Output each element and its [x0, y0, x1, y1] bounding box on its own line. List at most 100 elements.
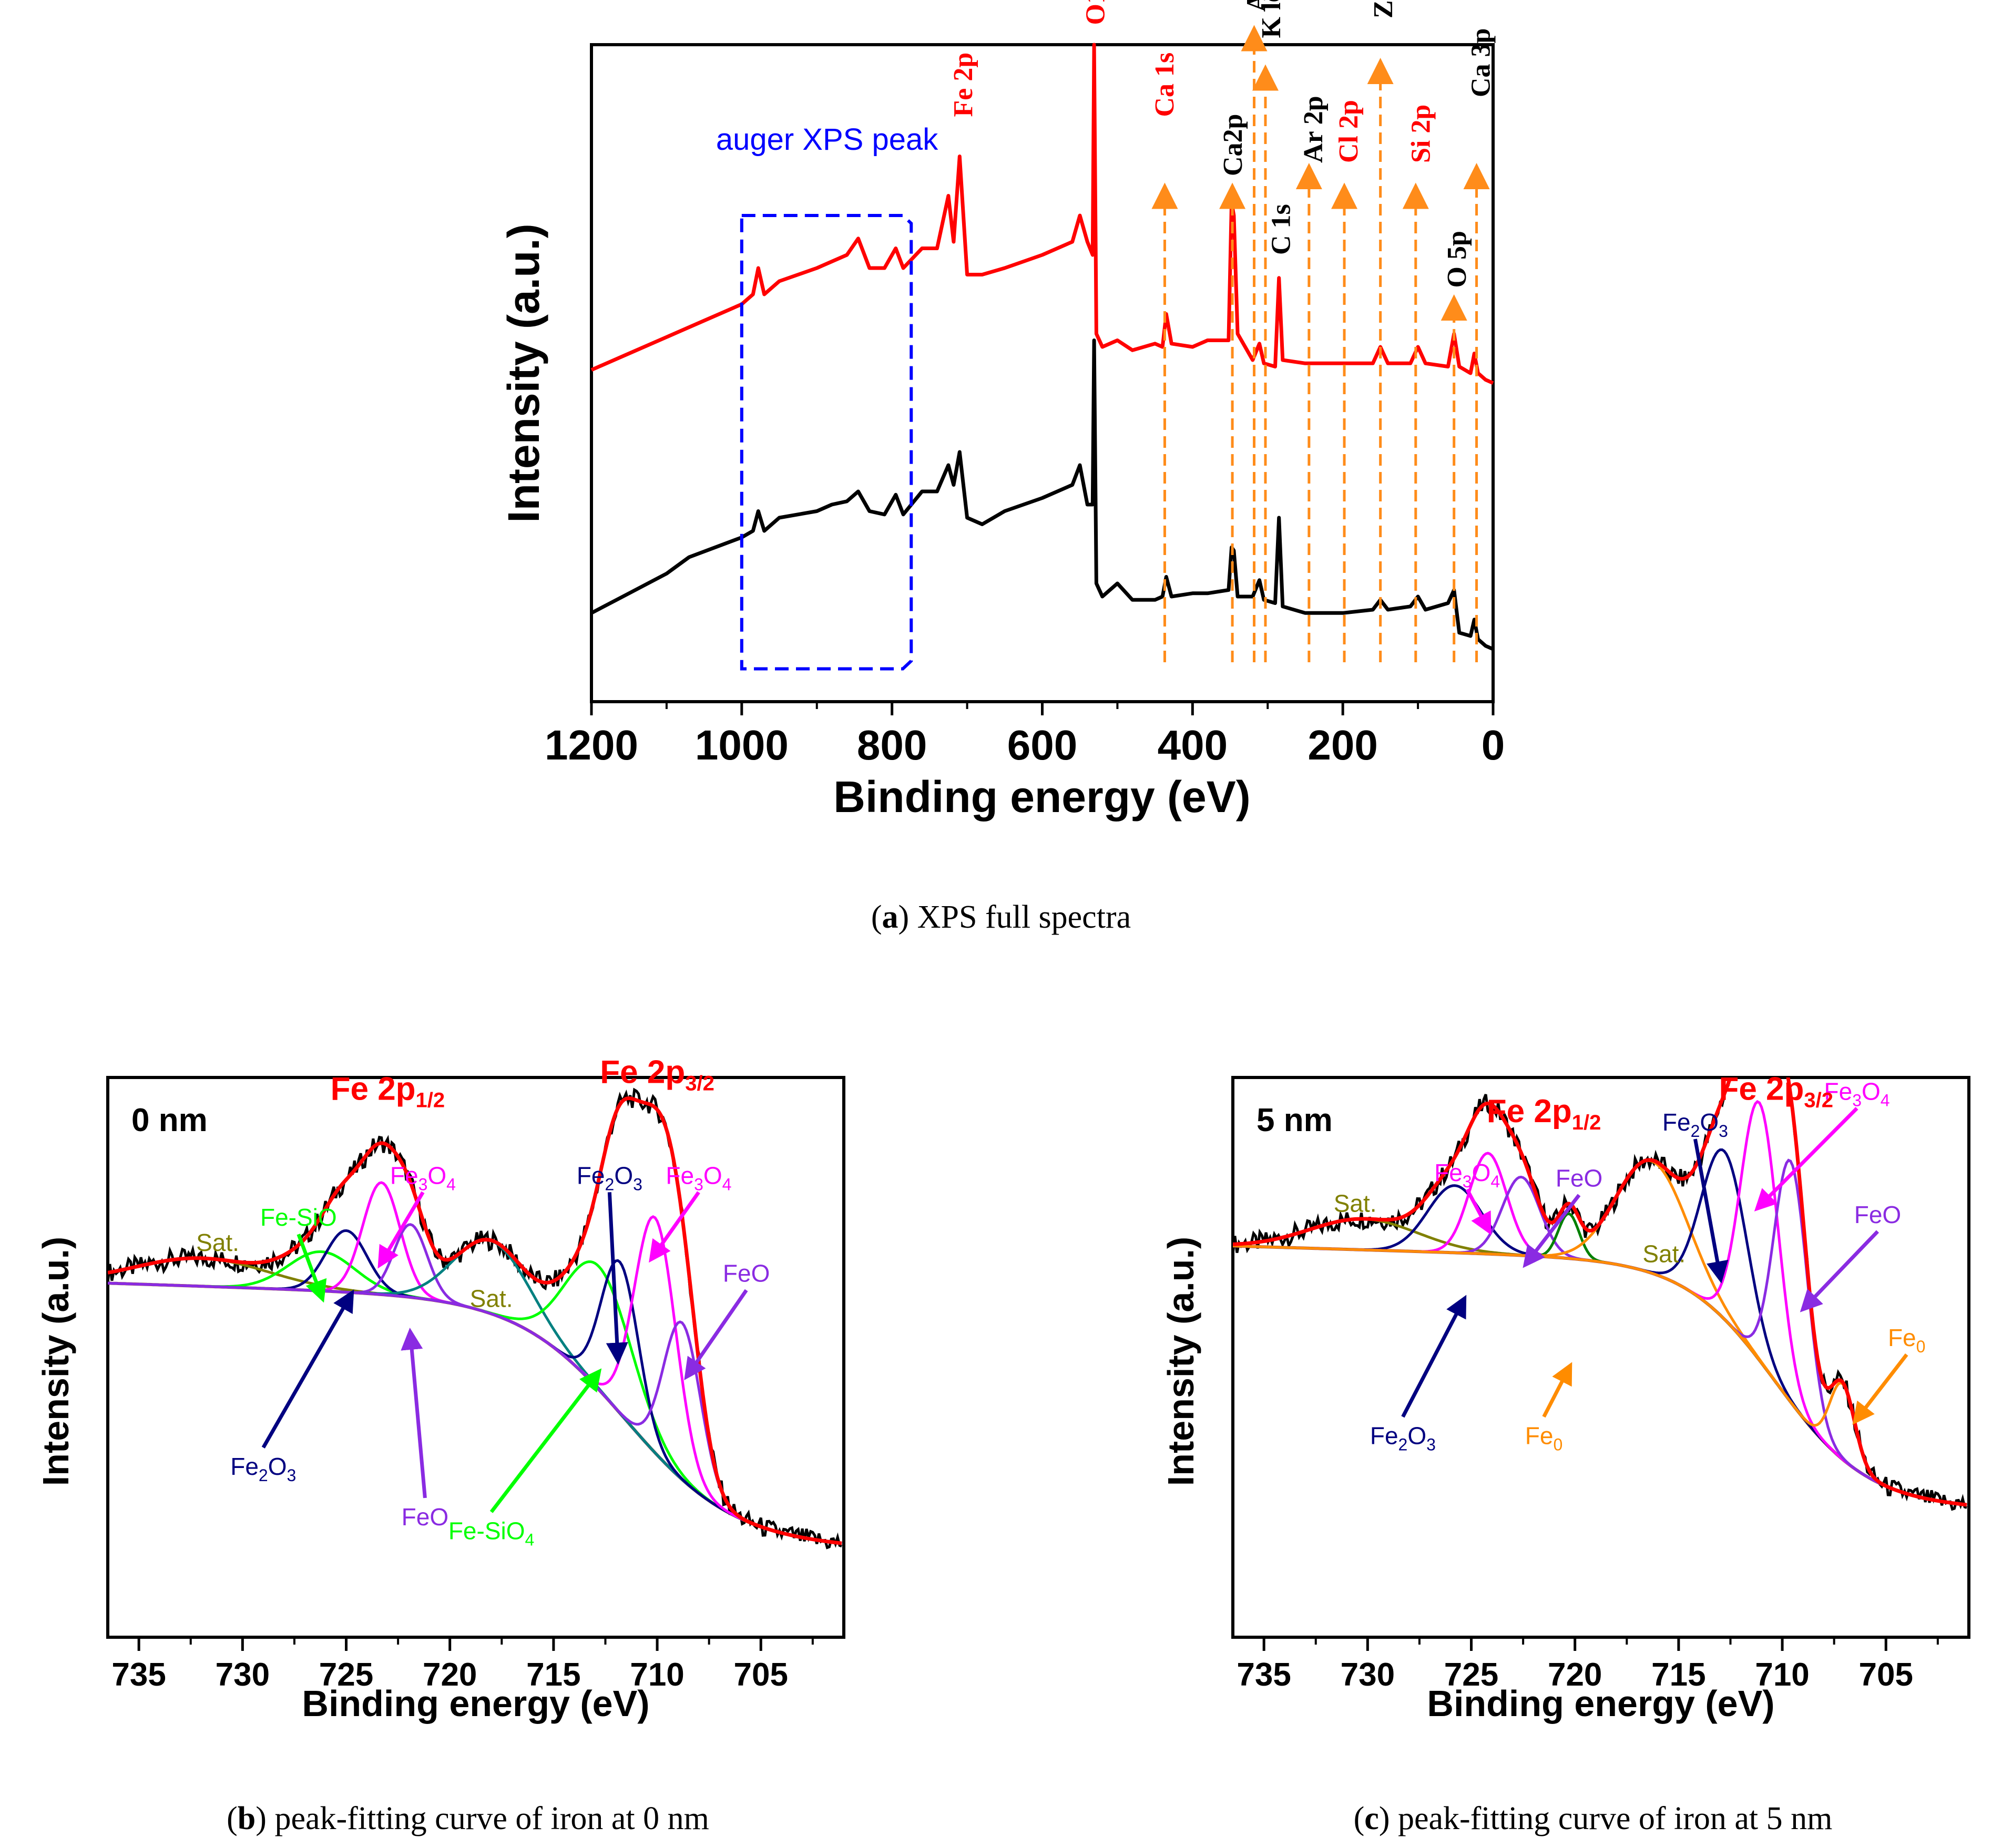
panel-c-annotation: Fe0 [1525, 1422, 1562, 1454]
panel-c-tick-label: 705 [1859, 1657, 1913, 1693]
panel-c-component-fe0 [1233, 1212, 1967, 1506]
panel-b-annotation: Fe3O4 [666, 1162, 731, 1194]
panel-b-component-feo [108, 1281, 842, 1545]
panel-b-tick-label: 725 [319, 1657, 373, 1693]
panel-c-fe2p32-header: Fe 2p3/2 [1719, 1071, 1833, 1112]
panel-b-fit-envelope-line [108, 1096, 842, 1545]
panel-a-auger-region: auger XPS peak [716, 122, 938, 671]
panel-c-annotation-arrow [1523, 1194, 1581, 1268]
panel-c-y-axis-title: Intensity (a.u.) [1160, 1237, 1201, 1486]
peak-label: Ca2p [1218, 114, 1248, 176]
panel-b-annotation: Fe2O3 [577, 1162, 642, 1194]
panel-c-tick-label: 735 [1237, 1657, 1291, 1693]
peak-label: Fe 2p [948, 53, 978, 117]
panel-c-tick-label: 725 [1444, 1657, 1498, 1693]
peak-label: O 5p [1442, 231, 1472, 288]
panel-b-x-axis-title: Binding energy (eV) [302, 1683, 649, 1724]
panel-a-tick-label: 600 [1007, 722, 1077, 768]
panel-c-annotation-arrow [1754, 1107, 1858, 1212]
panel-a-caption-text: XPS full spectra [917, 899, 1131, 935]
panel-b-annotation-arrow [489, 1368, 602, 1513]
panel-b-annotation-arrow [261, 1289, 354, 1449]
panel-b-annotation-arrow [297, 1234, 327, 1303]
panel-c-annotation: FeO [1854, 1201, 1901, 1228]
panel-b-tick-label: 720 [423, 1657, 477, 1693]
panel-c-tick-label: 720 [1548, 1657, 1602, 1693]
panel-b-annotation: Fe-SiO4 [448, 1517, 534, 1549]
peak-label: Ca 3p [1466, 28, 1496, 97]
panel-c-sample-label: 5 nm [1257, 1102, 1333, 1138]
panel-b-sample-label: 0 nm [131, 1102, 208, 1138]
peak-label: K loss [1257, 0, 1286, 38]
peak-label: Ar 1s [1241, 0, 1271, 12]
peak-label: Ar 2p [1299, 96, 1329, 163]
panel-a-x-axis-title: Binding energy (eV) [833, 772, 1250, 822]
panel-c-series [1233, 1077, 1967, 1511]
peak-label: Cl 2p [1334, 100, 1364, 163]
panel-b-annotations: Sat. Fe-SiO Fe3O4 Fe2O3 Fe3O4 FeO Sat. Fe2O3 FeO… [196, 1162, 770, 1549]
panel-c-annotation-arrow [1800, 1230, 1880, 1312]
red-spectrum-line [590, 43, 1494, 385]
panel-c-annotation: Fe2O3 [1662, 1108, 1728, 1141]
panel-b-fe2p32-header: Fe 2p3/2 [600, 1054, 714, 1095]
panel-b-annotation: FeO [402, 1503, 448, 1531]
peak-label: Si 2p [1406, 105, 1436, 163]
panel-b-tick-label: 705 [734, 1657, 788, 1693]
panel-a-y-axis-title: Intensity (a.u.) [499, 223, 548, 522]
peak-label: O1s [1081, 0, 1111, 25]
panel-b-plot-frame [106, 1076, 845, 1639]
panel-b-tick-label: 715 [526, 1657, 580, 1693]
panel-c-plot-frame [1231, 1076, 1970, 1639]
panel-a-x-ticks: 1200 1000 800 600 400 200 0 [545, 702, 1505, 768]
panel-c-x-ticks: 735 730 725 720 715 710 705 [1237, 1637, 1939, 1693]
panel-b-series [108, 1087, 842, 1549]
panel-b-tick-label: 730 [216, 1657, 270, 1693]
panel-c-annotation-arrow [1401, 1295, 1467, 1418]
panel-c-annotation-arrow [1693, 1138, 1729, 1284]
panel-a-xps-full-spectra: Fe 2p O1s Ca 1s Ca2p Ar 1sK loss C 1s Ar 2pCl … [499, 0, 1505, 935]
panel-b-annotation: Fe3O4 [390, 1162, 456, 1194]
panel-b-caption: (b) peak-fitting curve of iron at 0 nm [227, 1801, 709, 1836]
panel-a-tick-label: 1000 [695, 722, 789, 768]
panel-b-annotation: Sat. [470, 1285, 513, 1312]
panel-c-component-fe0 [1233, 1245, 1967, 1506]
panel-a-tick-label: 400 [1158, 722, 1228, 768]
panel-a-caption-letter: a [882, 899, 898, 935]
panel-b-background-line [108, 1281, 842, 1545]
panel-c-background-line [1233, 1244, 1967, 1506]
panel-b-annotation: Sat. [196, 1229, 239, 1256]
panel-c-tick-label: 730 [1341, 1657, 1395, 1693]
panel-b-annotation-arrow [377, 1191, 425, 1269]
panel-c-annotation-arrow [1852, 1353, 1908, 1425]
panel-c-annotations: Sat. Fe3O4 FeO Fe2O3 Fe3O4 FeO Sat. Fe2O3 Fe0 Fe0 [1334, 1078, 1926, 1454]
panel-c-component-fe2o3 [1233, 1184, 1967, 1506]
panel-c-fit-envelope-line [1233, 1077, 1967, 1507]
panel-b-fe2p-0nm: Sat. Fe-SiO Fe3O4 Fe2O3 Fe3O4 FeO Sat. Fe2O3 FeO… [35, 1054, 845, 1836]
panel-c-component-fe3o4 [1233, 1100, 1967, 1506]
panel-a-caption: (a) XPS full spectra [871, 899, 1131, 935]
panel-b-y-axis-title: Intensity (a.u.) [35, 1237, 76, 1486]
panel-b-annotation-arrow [684, 1289, 748, 1380]
panel-c-annotation: Fe3O4 [1824, 1078, 1890, 1110]
black-spectrum-line [590, 338, 1494, 651]
panel-c-annotation: Sat. [1642, 1240, 1686, 1267]
panel-a-series [590, 43, 1494, 651]
panel-c-x-axis-title: Binding energy (eV) [1427, 1683, 1774, 1724]
panel-c-annotation-arrow [1465, 1188, 1492, 1235]
panel-a-tick-label: 200 [1308, 722, 1377, 768]
panel-c-fe2p-5nm: Sat. Fe3O4 FeO Fe2O3 Fe3O4 FeO Sat. Fe2O3 Fe0 Fe0… [1160, 1071, 1970, 1836]
panel-a-marker-lines [1151, 25, 1490, 662]
panel-b-x-ticks: 735 730 725 720 715 710 705 [111, 1637, 814, 1693]
panel-c-tick-label: 715 [1651, 1657, 1705, 1693]
panel-c-curves [1233, 1077, 1967, 1511]
panel-b-tick-label: 735 [111, 1657, 166, 1693]
panel-c-annotation: Sat. [1334, 1190, 1377, 1217]
panel-c-fe2p12-header: Fe 2p1/2 [1487, 1093, 1601, 1134]
peak-label: C 1s [1266, 204, 1296, 255]
panel-c-annotation: Fe0 [1888, 1324, 1925, 1356]
panel-a-tick-label: 0 [1482, 722, 1505, 768]
panel-a-tick-label: 1200 [545, 722, 638, 768]
panel-b-annotation-arrow [401, 1327, 427, 1498]
panel-b-fe2p12-header: Fe 2p1/2 [331, 1071, 445, 1112]
